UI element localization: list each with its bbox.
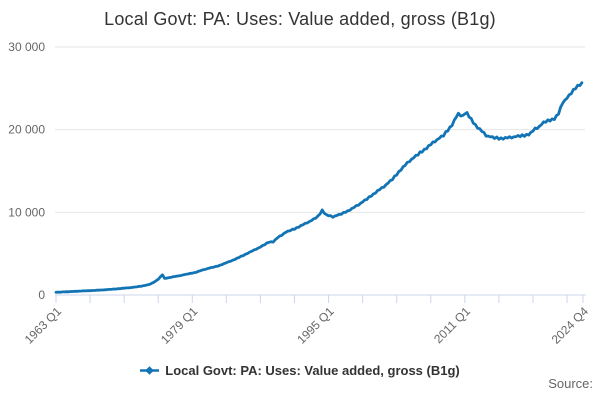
y-axis-tick-label: 30 000: [8, 40, 45, 54]
series-line[interactable]: [54, 81, 584, 294]
chart-title: Local Govt: PA: Uses: Value added, gross…: [104, 9, 496, 29]
legend-line-icon: [140, 366, 160, 375]
x-axis-tick-label: 1963 Q1: [22, 304, 65, 347]
legend[interactable]: Local Govt: PA: Uses: Value added, gross…: [0, 363, 600, 378]
y-axis-tick-label: 20 000: [8, 123, 45, 137]
legend-label: Local Govt: PA: Uses: Value added, gross…: [165, 363, 460, 378]
x-axis-tick-label: 2024 Q4: [549, 304, 592, 347]
x-axis-tick-label: 1979 Q1: [158, 304, 201, 347]
x-axis-tick-label: 2011 Q1: [431, 304, 473, 346]
y-axis-tick-label: 10 000: [8, 205, 45, 219]
source-label: Source:: [548, 376, 593, 391]
x-axis-tick-label: 1995 Q1: [294, 304, 337, 347]
y-axis-tick-label: 0: [38, 288, 45, 302]
